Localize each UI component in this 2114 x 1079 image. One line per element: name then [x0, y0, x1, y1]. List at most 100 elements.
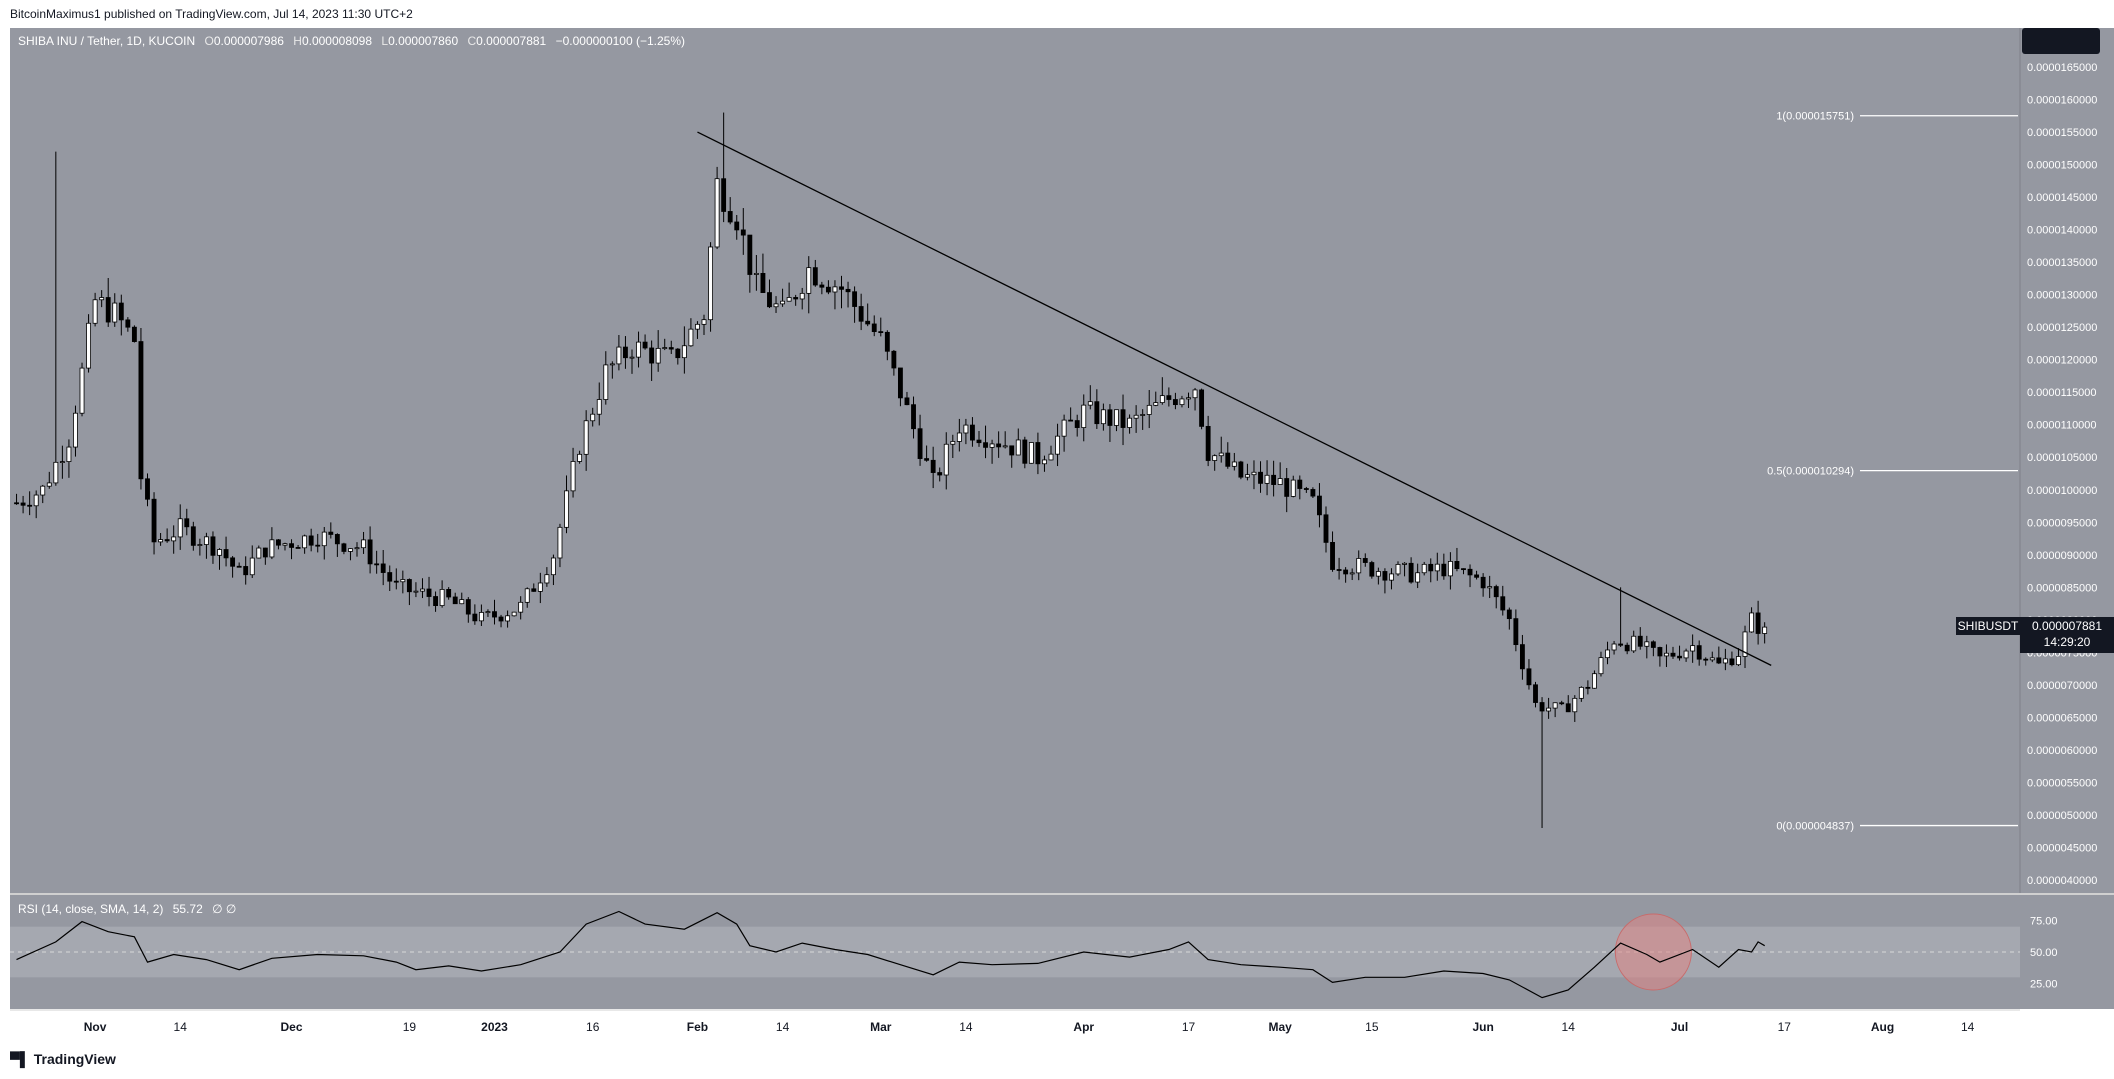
candle-down — [1120, 409, 1126, 428]
candle-up — [950, 441, 956, 445]
candle-up — [1375, 571, 1381, 577]
candle-up — [478, 612, 484, 622]
candle-up — [1742, 631, 1748, 657]
rsi-axis-ticks: 75.00 50.00 25.00 — [2030, 915, 2058, 990]
candle-up — [197, 544, 203, 546]
candle-up — [321, 531, 327, 547]
chart-frame: 0.0000165000 0.0000160000 0.0000155000 0.00… — [0, 28, 2114, 1041]
candle-up — [1002, 445, 1008, 448]
time-axis-ticks: Nov 14 Dec 19 2023 16 Feb 14 Mar 14 Apr 17 May 15 Jun 1… — [84, 1020, 1975, 1034]
candle-up — [1349, 572, 1355, 575]
candle-up — [1447, 560, 1453, 577]
candle-up — [1683, 650, 1689, 659]
price-tick-label: 0.0000095000 — [2027, 517, 2097, 529]
candle-up — [420, 588, 425, 592]
footer: ▀▌ TradingView — [0, 1041, 2114, 1079]
candle-down — [793, 297, 799, 300]
candle-down — [1284, 478, 1290, 497]
candle-up — [583, 420, 589, 455]
candle-up — [1231, 461, 1237, 467]
candle-down — [465, 599, 471, 615]
candle-down — [1493, 586, 1499, 598]
tradingview-logo[interactable]: ▀▌ TradingView — [10, 1051, 116, 1067]
price-axis-corner-box — [2022, 28, 2100, 54]
descending-trendline[interactable] — [697, 131, 1772, 666]
candle-down — [1166, 395, 1172, 400]
time-tick-label: May — [1268, 1020, 1292, 1034]
candle-down — [1068, 419, 1074, 422]
candle-up — [524, 588, 530, 603]
candle-up — [217, 549, 222, 556]
price-tick-label: 0.0000150000 — [2027, 160, 2097, 172]
candle-down — [1317, 495, 1322, 516]
candle-up — [1415, 572, 1421, 583]
candle-down — [498, 616, 504, 622]
candle-up — [1028, 442, 1034, 464]
candle-down — [852, 291, 858, 307]
candle-up — [282, 543, 288, 546]
time-tick-label: 14 — [1562, 1020, 1576, 1034]
price-tick-label: 0.0000055000 — [2027, 777, 2097, 789]
price-pane-bg — [10, 28, 2020, 893]
candle-down — [1657, 647, 1663, 657]
symbol-tag — [1956, 617, 2020, 635]
candle-up — [73, 412, 78, 448]
candle-up — [1140, 414, 1146, 416]
candle-up — [269, 539, 275, 558]
candle-up — [1218, 452, 1224, 457]
candle-up — [1644, 641, 1650, 647]
candle-up — [753, 272, 759, 275]
candle-up — [1153, 402, 1159, 406]
candle-up — [1055, 435, 1060, 455]
candle-up — [1179, 398, 1185, 406]
candle-up — [577, 453, 583, 462]
candle-down — [190, 526, 196, 546]
legend-close-value: 0.000007881 — [476, 34, 546, 48]
candle-down — [1330, 541, 1335, 570]
time-tick-label: 16 — [586, 1020, 600, 1034]
candle-down — [531, 588, 537, 592]
candle-down — [727, 211, 733, 223]
candle-up — [616, 346, 622, 365]
candle-up — [773, 303, 779, 308]
candle-down — [387, 572, 393, 582]
candle-down — [1343, 569, 1349, 575]
candle-down — [878, 331, 884, 334]
candle-down — [1506, 609, 1512, 620]
legend-high-label: H — [293, 34, 302, 48]
candle-down — [131, 326, 137, 342]
price-tick-label: 0.0000110000 — [2027, 420, 2097, 432]
candle-down — [151, 498, 157, 543]
candle-down — [937, 472, 943, 476]
legend-open-label: O — [205, 34, 214, 48]
candle-up — [1552, 702, 1558, 709]
candle-down — [1467, 568, 1473, 576]
time-tick-label: Feb — [687, 1020, 708, 1034]
candle-down — [1677, 655, 1682, 659]
candle-up — [66, 446, 72, 463]
time-tick-label: 15 — [1365, 1020, 1379, 1034]
candle-down — [210, 536, 216, 556]
candle-down — [1303, 488, 1309, 490]
price-axis-bg — [2020, 28, 2114, 893]
candle-up — [1611, 643, 1617, 651]
candle-up — [799, 292, 805, 300]
time-tick-label: 14 — [776, 1020, 790, 1034]
candle-down — [911, 404, 916, 430]
legend-low-label: L — [381, 34, 388, 48]
candle-up — [550, 557, 556, 576]
candle-down — [1362, 558, 1368, 563]
candle-down — [930, 459, 936, 473]
candle-up — [1146, 404, 1152, 415]
rsi-axis-bg — [2020, 895, 2114, 1009]
candle-down — [334, 534, 340, 545]
candle-up — [177, 518, 183, 538]
price-tick-label: 0.0000085000 — [2027, 582, 2097, 594]
candle-up — [695, 323, 700, 330]
candle-up — [1605, 649, 1610, 659]
candle-down — [118, 302, 124, 321]
candle-down — [1559, 702, 1565, 705]
candlestick-chart[interactable]: 0.0000165000 0.0000160000 0.0000155000 0.00… — [0, 28, 2114, 1041]
candle-down — [1172, 399, 1178, 406]
candle-down — [1022, 439, 1028, 464]
